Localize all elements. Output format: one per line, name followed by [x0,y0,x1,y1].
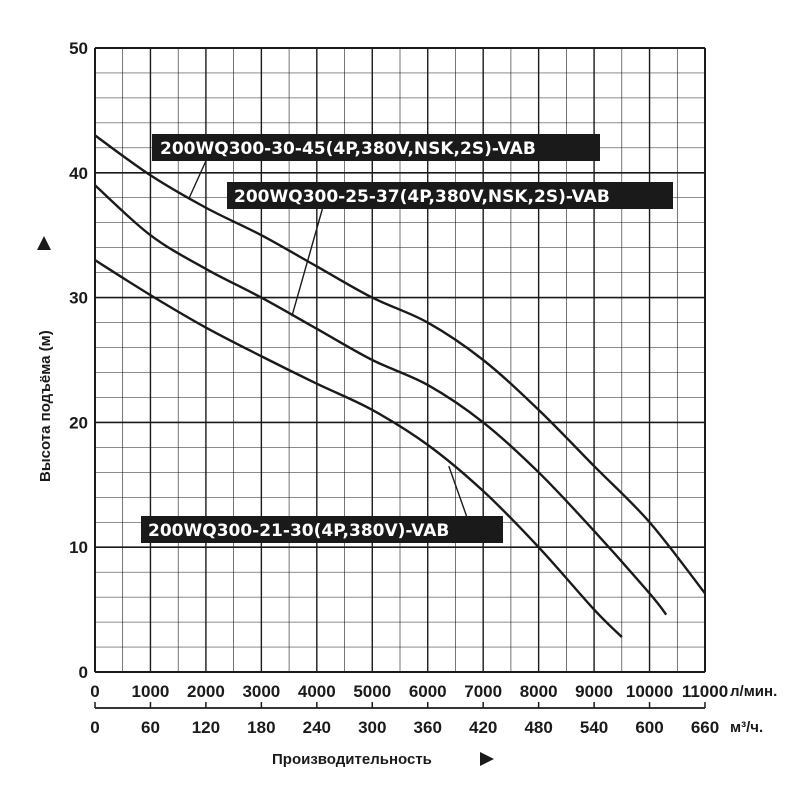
x2-tick-label: 180 [247,718,275,737]
x-tick-label: 4000 [298,682,336,701]
y-axis-title: Высота подъёма (м) [37,330,54,482]
x-axis-arrow-icon [480,752,494,766]
label-leader-1 [188,160,207,199]
label-leader-lines [188,160,468,517]
pump-curve-3 [94,259,623,638]
x-tick-label: 11000 [682,682,728,701]
x-tick-label: 0 [90,682,99,701]
x-tick-label: 3000 [242,682,280,701]
y-tick-labels: 0 10 20 30 40 50 [69,39,88,682]
pump-curves [94,134,706,638]
x2-tick-label: 0 [90,718,99,737]
x-tick-label: 10000 [626,682,673,701]
x2-tick-labels: 0 60 120 180 240 300 360 420 480 540 600 660 [90,718,719,737]
x-tick-label: 6000 [409,682,447,701]
series-label-bg-2 [227,182,673,209]
x2-tick-label: 360 [414,718,442,737]
x2-tick-label: 300 [358,718,386,737]
x2-tick-label: 60 [141,718,160,737]
x2-tick-label: 480 [524,718,552,737]
y-tick-label: 40 [69,164,88,183]
series-label-3: 200WQ300-21-30(4P,380V)-VAB [148,521,449,541]
x2-tick-label: 240 [303,718,331,737]
x-tick-label: 8000 [520,682,558,701]
y-tick-label: 50 [69,39,88,58]
pump-curve-2 [94,184,668,616]
x2-tick-label: 120 [192,718,220,737]
x2-tick-label: 660 [691,718,719,737]
x2-tick-label: 600 [635,718,663,737]
label-leader-2 [291,208,324,317]
y-tick-label: 0 [79,663,88,682]
label-leader-3 [448,465,468,517]
x-tick-labels: 0 1000 2000 3000 4000 5000 6000 7000 8000 9000 100… [90,682,728,701]
x-axis-title: Производительность [272,751,432,768]
x-unit-label: л/мин. [730,683,777,700]
series-label-bg-1 [152,134,600,161]
y-axis-arrow-icon [37,236,51,250]
x-tick-label: 2000 [187,682,225,701]
x-tick-label: 5000 [353,682,391,701]
x2-unit-label: м³/ч. [730,719,763,736]
pump-curve-1 [94,134,706,595]
x2-tick-label: 420 [469,718,497,737]
series-label-1: 200WQ300-30-45(4P,380V,NSK,2S)-VAB [160,139,536,159]
series-label-bg-3 [141,516,503,543]
y-tick-label: 20 [69,413,88,432]
x-tick-label: 1000 [132,682,170,701]
x2-tick-label: 540 [580,718,608,737]
y-tick-label: 10 [69,538,88,557]
series-label-2: 200WQ300-25-37(4P,380V,NSK,2S)-VAB [234,187,610,207]
y-tick-label: 30 [69,289,88,308]
x-tick-label: 7000 [464,682,502,701]
x-tick-label: 9000 [575,682,613,701]
